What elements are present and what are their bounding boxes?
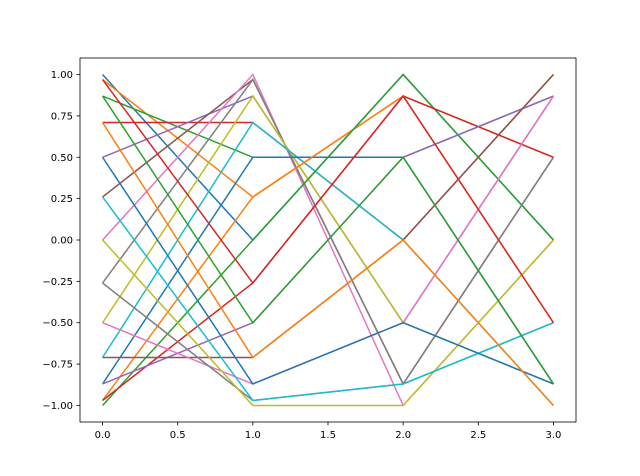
y-tick-label: −0.25: [42, 277, 73, 288]
series-line: [101, 122, 555, 406]
series-line: [101, 95, 555, 401]
series-line: [101, 156, 554, 385]
x-tick-label: 1.5: [320, 430, 336, 441]
series-line: [101, 239, 555, 407]
series-line: [102, 156, 555, 402]
x-tick-label: 3.0: [546, 430, 562, 441]
y-tick-label: 0.50: [51, 153, 73, 164]
x-tick-label: 0.5: [170, 430, 186, 441]
y-tick-label: −1.00: [42, 401, 73, 412]
series-line: [102, 95, 554, 402]
x-tick-label: 1.0: [245, 430, 261, 441]
series-line: [101, 79, 555, 324]
x-tick-label: 0.0: [95, 430, 111, 441]
x-tick-label: 2.5: [470, 430, 486, 441]
y-tick-label: 0.00: [51, 236, 73, 247]
y-tick-label: 0.25: [51, 194, 73, 205]
x-tick-label: 2.0: [395, 430, 411, 441]
y-tick-label: 0.75: [51, 111, 73, 122]
series-line: [101, 95, 555, 385]
y-tick-label: −0.50: [42, 318, 73, 329]
y-tick-label: −0.75: [42, 360, 73, 371]
y-tick-label: 1.00: [51, 70, 73, 81]
series-line: [101, 78, 554, 385]
series-line: [102, 78, 554, 198]
